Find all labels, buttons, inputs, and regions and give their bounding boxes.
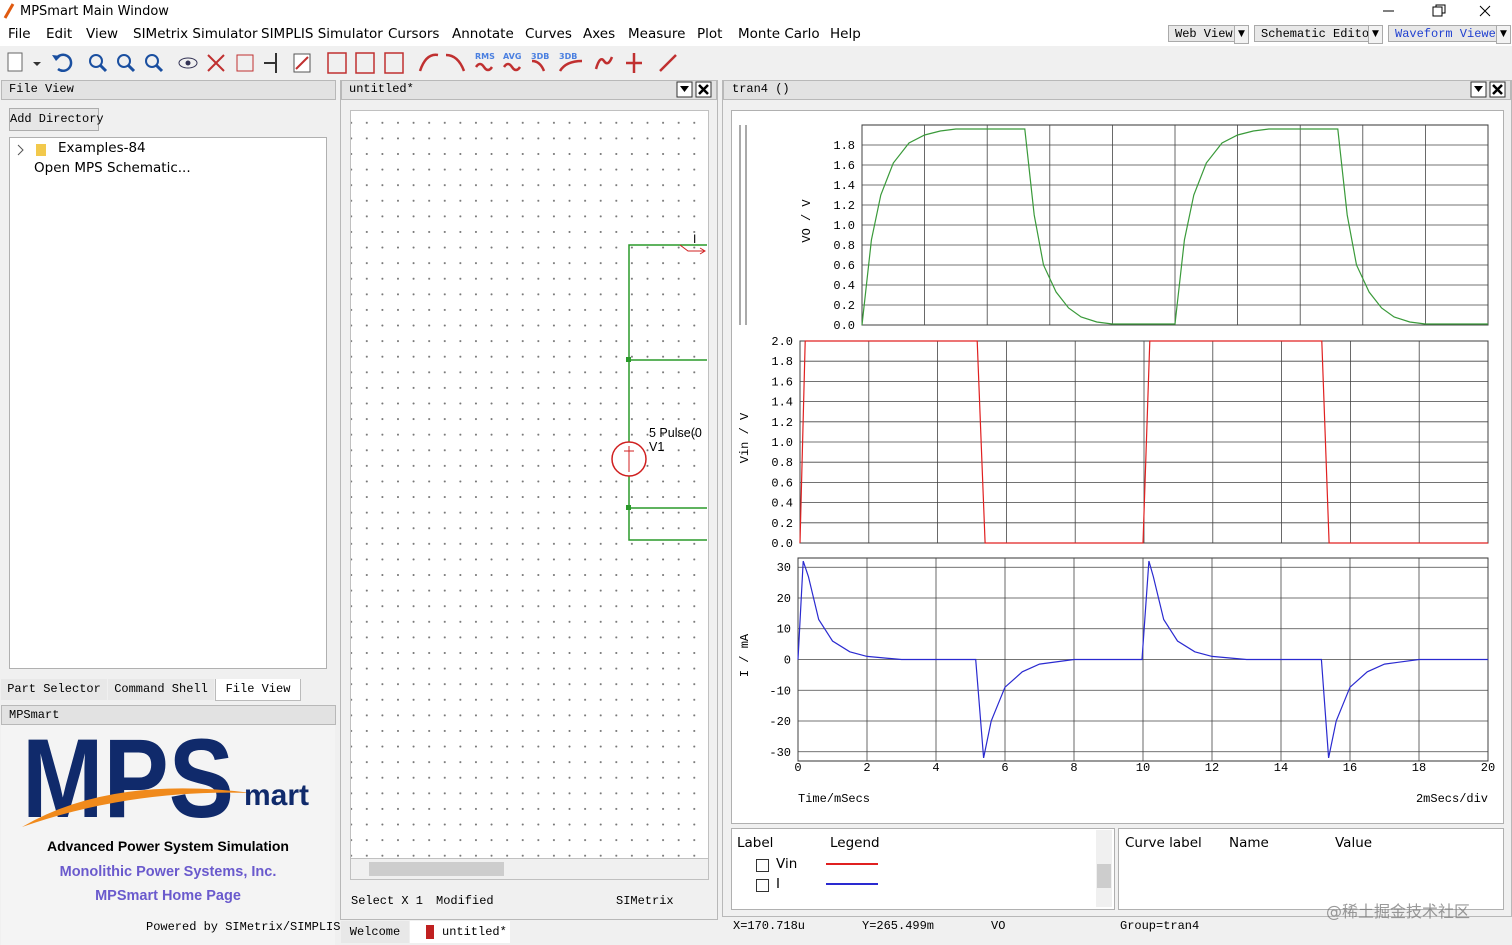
- company-link[interactable]: Monolithic Power Systems, Inc.: [59, 864, 277, 880]
- panel-tab[interactable]: Part Selector: [1, 679, 107, 700]
- dropdown-arrow[interactable]: ▼: [1496, 25, 1511, 44]
- file-view-title: File View: [9, 82, 74, 96]
- source-name: V1: [649, 440, 664, 454]
- toolbar-label: 3DB: [531, 52, 550, 61]
- legend-checkbox[interactable]: [756, 859, 769, 872]
- legend-checkbox[interactable]: [756, 879, 769, 892]
- add-directory-button[interactable]: Add Directory: [9, 108, 104, 131]
- scroll-thumb[interactable]: [369, 862, 504, 876]
- menu-item[interactable]: Plot: [697, 26, 723, 42]
- menu-item[interactable]: Edit: [46, 26, 73, 42]
- tree-item[interactable]: Examples-84: [58, 140, 146, 156]
- legend-swatch: [826, 883, 878, 885]
- view-tab[interactable]: Waveform Viewer: [1388, 25, 1510, 42]
- toolbar-label: RMS: [475, 52, 495, 61]
- wire-label: I: [693, 232, 696, 246]
- menu-item[interactable]: SIMPLIS Simulator: [261, 26, 383, 42]
- toolbar[interactable]: [0, 47, 700, 79]
- status-field: Group=tran4: [1120, 919, 1200, 933]
- doc-tab-icon: [426, 925, 434, 939]
- graph-area[interactable]: [731, 110, 1504, 824]
- file-tree: [9, 137, 327, 669]
- title-bar: [0, 0, 1512, 23]
- schematic-title: untitled*: [349, 82, 414, 96]
- scroll-thumb[interactable]: [1097, 864, 1111, 888]
- menu-item[interactable]: Measure: [628, 26, 686, 42]
- app-icon: [3, 3, 15, 19]
- window-title: MPSmart Main Window: [20, 4, 169, 19]
- tree-expander[interactable]: [14, 140, 54, 160]
- menu-bar: [0, 23, 1512, 46]
- menu-item[interactable]: Axes: [583, 26, 616, 42]
- mpsmart-header: [1, 705, 336, 725]
- watermark: @稀土掘金技术社区: [1326, 902, 1471, 921]
- status-field: SIMetrix: [616, 894, 674, 908]
- status-field: Y=265.499m: [862, 919, 935, 933]
- status-field: X=170.718u: [733, 919, 806, 933]
- legend-swatch: [826, 863, 878, 865]
- legend-header: Label: [737, 835, 774, 851]
- schematic-drawing: I 5 Pulse(0 V1: [611, 232, 707, 541]
- toolbar-label: 3DB: [559, 52, 578, 61]
- menu-item[interactable]: Annotate: [452, 26, 514, 42]
- doc-tab[interactable]: untitled*: [410, 921, 510, 943]
- schematic-canvas[interactable]: [350, 110, 709, 860]
- table-header: Curve label: [1125, 835, 1202, 851]
- tagline: Advanced Power System Simulation: [47, 838, 289, 854]
- mps-logo: MPS mart: [22, 725, 309, 835]
- legend-label: I: [776, 876, 780, 892]
- cursor-table: [1118, 828, 1504, 910]
- legend-box: [731, 828, 1115, 910]
- home-link[interactable]: MPSmart Home Page: [95, 888, 241, 904]
- window-controls[interactable]: [1370, 0, 1512, 23]
- panel-buttons[interactable]: [1470, 81, 1510, 98]
- menu-item[interactable]: Monte Carlo: [738, 26, 820, 42]
- v-scrollbar[interactable]: [1096, 830, 1112, 907]
- toolbar-label: AVG: [503, 52, 522, 61]
- doc-tab[interactable]: Welcome: [341, 921, 409, 943]
- menu-item[interactable]: View: [86, 26, 119, 42]
- powered-by: Powered by SIMetrix/SIMPLIS: [146, 920, 341, 934]
- panel-tab[interactable]: Command Shell: [108, 679, 214, 700]
- logo-main: MPS: [22, 725, 234, 835]
- panel-tab[interactable]: File View: [215, 679, 301, 701]
- status-field: VO: [991, 919, 1006, 933]
- menu-item[interactable]: Cursors: [388, 26, 440, 42]
- menu-item[interactable]: Help: [830, 26, 861, 42]
- file-view-header: [1, 80, 336, 100]
- waveform-title: tran4 (): [732, 82, 790, 96]
- view-tab[interactable]: Schematic Editor: [1254, 25, 1382, 42]
- h-scrollbar[interactable]: [350, 858, 709, 880]
- mpsmart-body: [1, 725, 335, 945]
- table-header: Value: [1335, 835, 1373, 851]
- mpsmart-title: MPSmart: [9, 708, 60, 722]
- legend-header: Legend: [830, 835, 880, 851]
- tree-item[interactable]: Open MPS Schematic...: [34, 160, 191, 176]
- view-tab[interactable]: Web View: [1168, 25, 1248, 42]
- status-field: Modified: [436, 894, 494, 908]
- waveform-header: [723, 80, 1511, 100]
- logo-sub: mart: [244, 779, 309, 812]
- legend-label: Vin: [776, 856, 798, 872]
- dropdown-arrow[interactable]: ▼: [1368, 25, 1383, 44]
- source-value: 5 Pulse(0: [649, 426, 702, 440]
- schematic-header: [341, 80, 717, 100]
- panel-buttons[interactable]: [676, 81, 716, 98]
- dropdown-arrow[interactable]: ▼: [1234, 25, 1249, 44]
- menu-item[interactable]: File: [8, 26, 31, 42]
- menu-item[interactable]: Curves: [525, 26, 572, 42]
- table-header: Name: [1229, 835, 1269, 851]
- menu-item[interactable]: SIMetrix Simulator: [133, 26, 258, 42]
- status-field: Select X 1: [351, 894, 424, 908]
